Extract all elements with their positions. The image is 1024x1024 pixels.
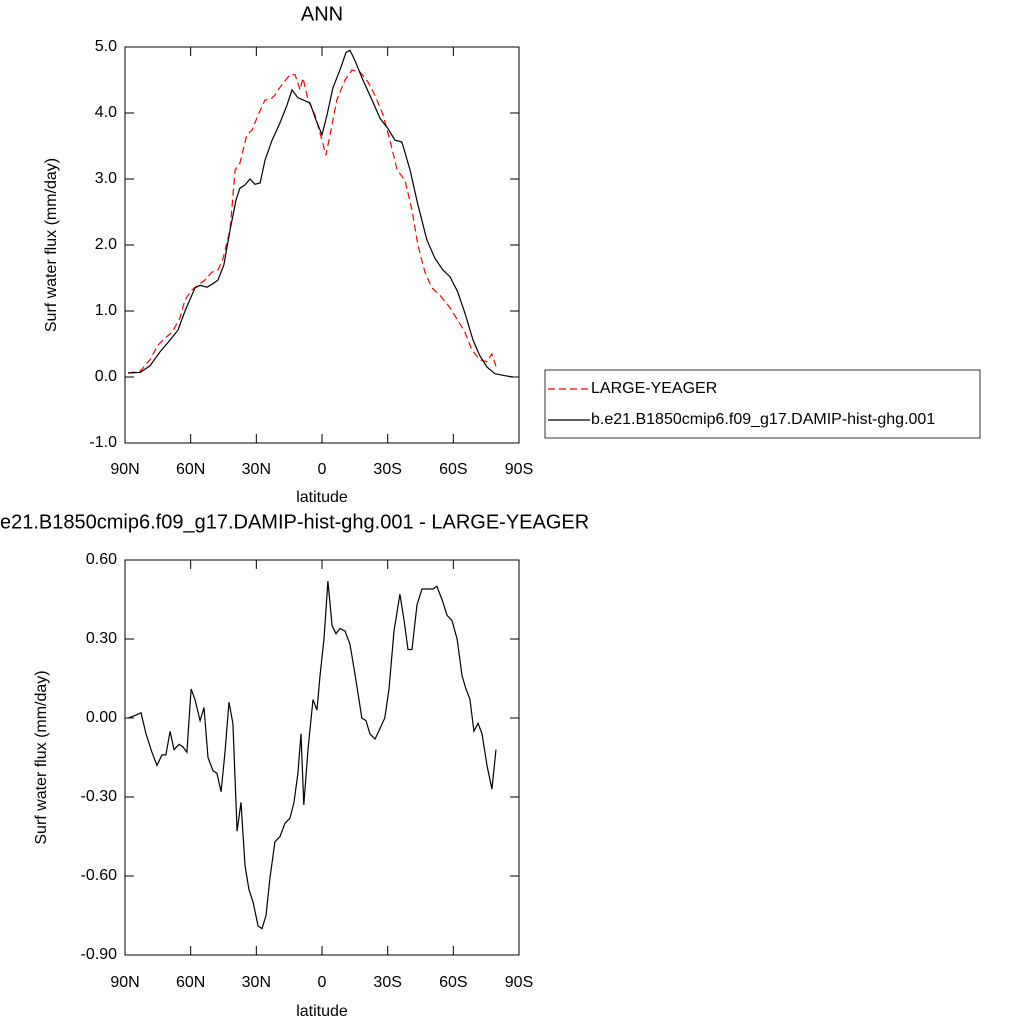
y-tick-label: 1.0 (95, 302, 117, 319)
x-tick-label: 30N (242, 461, 271, 478)
x-tick-label: 60N (176, 461, 205, 478)
chart-title: e21.B1850cmip6.f09_g17.DAMIP-hist-ghg.00… (0, 511, 589, 533)
y-tick-label: 0.00 (86, 709, 117, 726)
y-tick-label: 3.0 (95, 170, 117, 187)
y-axis-label: Surf water flux (mm/day) (43, 158, 60, 332)
plot-frame (124, 46, 520, 444)
y-tick-label: 2.0 (95, 236, 117, 253)
x-tick-label: 0 (318, 974, 327, 991)
y-axis-label: Surf water flux (mm/day) (33, 670, 50, 844)
data-line (128, 49, 513, 378)
plot-frame (124, 559, 520, 956)
data-line (128, 69, 498, 374)
x-tick-label: 60S (439, 974, 467, 991)
y-tick-label: -1.0 (89, 434, 117, 451)
legend-box (544, 369, 981, 439)
y-tick-label: 0.0 (95, 368, 117, 385)
x-tick-label: 30S (373, 461, 401, 478)
x-axis-label: latitude (296, 1003, 348, 1020)
x-tick-label: 60S (439, 461, 467, 478)
y-tick-label: 4.0 (95, 104, 117, 121)
x-tick-label: 90N (110, 974, 139, 991)
y-tick-label: 0.30 (86, 630, 117, 647)
data-line (127, 581, 497, 930)
x-axis-label: latitude (296, 489, 348, 506)
chart-title: ANN (301, 3, 343, 25)
x-tick-label: 90N (110, 461, 139, 478)
legend-label: LARGE-YEAGER (591, 380, 717, 397)
x-tick-label: 0 (318, 461, 327, 478)
x-tick-label: 90S (505, 461, 533, 478)
legend-label: b.e21.B1850cmip6.f09_g17.DAMIP-hist-ghg.… (591, 411, 935, 428)
x-tick-label: 30N (242, 974, 271, 991)
x-tick-label: 90S (505, 974, 533, 991)
x-tick-label: 60N (176, 974, 205, 991)
x-tick-label: 30S (373, 974, 401, 991)
y-tick-label: 5.0 (95, 38, 117, 55)
y-tick-label: -0.90 (81, 946, 118, 963)
y-tick-label: 0.60 (86, 551, 117, 568)
y-tick-label: -0.30 (81, 788, 118, 805)
y-tick-label: -0.60 (81, 867, 118, 884)
